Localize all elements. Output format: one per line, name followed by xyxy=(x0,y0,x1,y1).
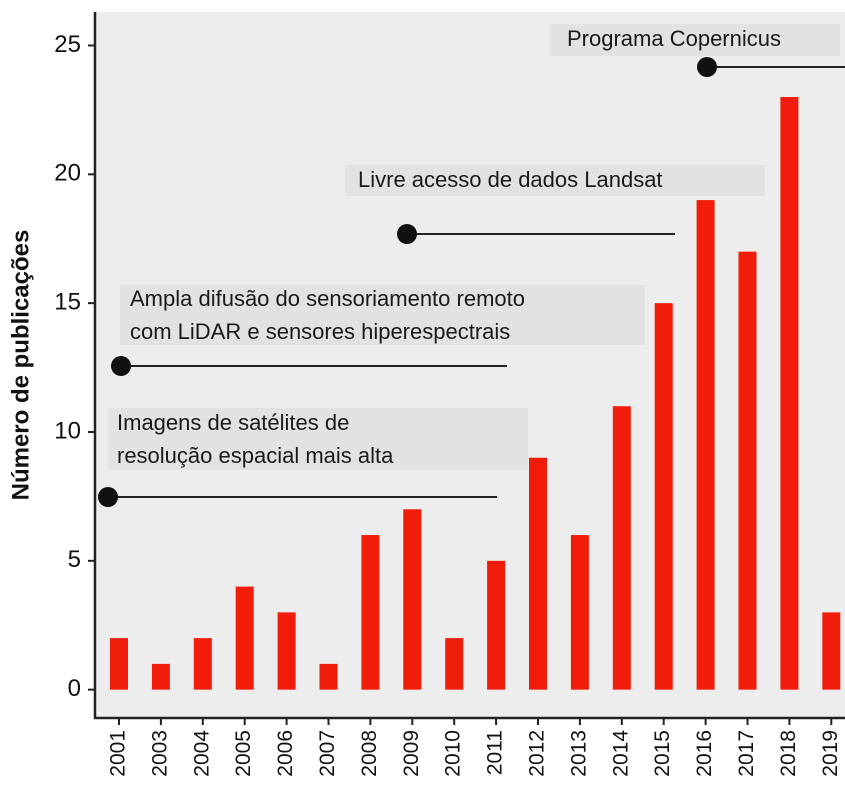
x-tick-label: 2013 xyxy=(567,730,590,777)
annotation-dot xyxy=(697,57,717,77)
bar xyxy=(151,663,170,690)
x-tick-label: 2014 xyxy=(609,730,632,777)
bar xyxy=(696,200,715,690)
annotation-text: Ampla difusão do sensoriamento remoto xyxy=(130,286,525,311)
bar xyxy=(193,638,212,690)
annotation-box xyxy=(120,285,645,345)
bar xyxy=(319,663,338,690)
x-tick-label: 2001 xyxy=(107,730,130,777)
y-tick-label: 10 xyxy=(54,417,81,444)
x-tick-label: 2003 xyxy=(148,730,171,777)
y-axis-title: Número de publicações xyxy=(7,230,34,501)
x-tick-label: 2012 xyxy=(526,730,549,777)
annotation-box xyxy=(345,165,765,196)
bar xyxy=(529,457,547,690)
bar xyxy=(277,612,296,690)
annotation-dot xyxy=(397,224,417,244)
x-tick-label: 2017 xyxy=(735,730,758,777)
bar xyxy=(780,97,799,690)
y-tick-label: 5 xyxy=(68,546,81,573)
bar xyxy=(487,560,506,690)
annotation-text: Programa Copernicus xyxy=(567,26,781,51)
annotation-box xyxy=(108,408,528,470)
bar xyxy=(570,535,589,690)
x-tick-label: 2008 xyxy=(358,730,381,777)
x-tick-label: 2010 xyxy=(442,730,465,777)
x-tick-label: 2019 xyxy=(819,730,842,777)
x-tick-label: 2009 xyxy=(400,730,423,777)
bar xyxy=(738,251,757,690)
x-tick-label: 2011 xyxy=(484,730,507,775)
annotation-dot xyxy=(111,356,131,376)
y-tick-label: 25 xyxy=(54,31,81,58)
annotation-box xyxy=(550,24,840,56)
bar xyxy=(822,612,841,690)
x-tick-label: 2005 xyxy=(232,730,255,777)
bar xyxy=(445,638,464,690)
annotation-text: Imagens de satélites de xyxy=(117,410,349,435)
y-tick-label: 0 xyxy=(68,675,81,702)
bar xyxy=(403,509,422,690)
y-tick-label: 20 xyxy=(54,160,81,187)
annotation-dot xyxy=(98,487,118,507)
y-tick-label: 15 xyxy=(54,289,81,316)
x-tick-label: 2007 xyxy=(316,730,339,777)
bar xyxy=(361,535,380,690)
annotation-text: resolução espacial mais alta xyxy=(117,443,394,468)
bar xyxy=(235,586,254,690)
x-tick-label: 2016 xyxy=(693,730,716,777)
bar xyxy=(654,303,673,690)
x-tick-label: 2015 xyxy=(651,730,674,777)
bar xyxy=(110,638,128,690)
annotation-text: Livre acesso de dados Landsat xyxy=(358,167,663,192)
annotation-text: com LiDAR e sensores hiperespectrais xyxy=(130,319,510,344)
bar xyxy=(612,406,631,690)
x-tick-label: 2004 xyxy=(190,730,213,777)
x-tick-label: 2006 xyxy=(274,730,297,777)
x-tick-label: 2018 xyxy=(777,730,800,777)
